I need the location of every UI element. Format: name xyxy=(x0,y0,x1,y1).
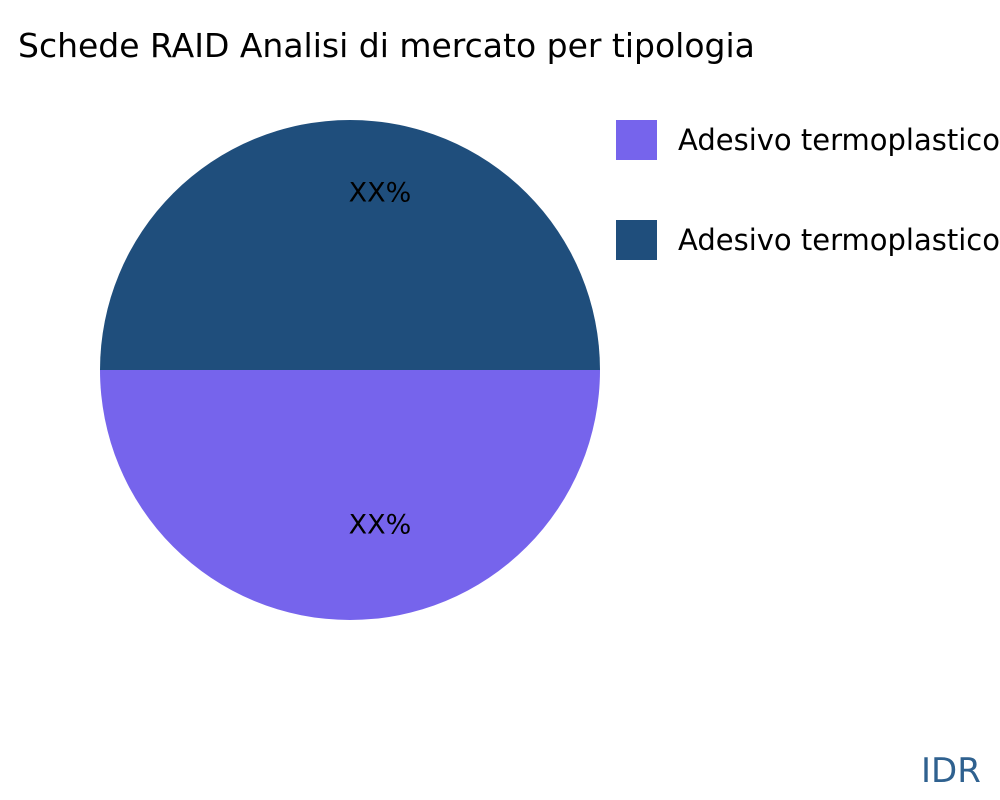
legend-item: Adesivo termoplastico xyxy=(616,120,1000,160)
pie-slice-label-top: XX% xyxy=(348,177,412,209)
legend-swatch xyxy=(616,220,657,260)
legend-swatch xyxy=(616,120,657,160)
pie-slice-label-bottom: XX% xyxy=(348,509,412,541)
watermark-idr: IDR xyxy=(921,751,981,791)
legend-item: Adesivo termoplastico xyxy=(616,220,1000,260)
chart-title: Schede RAID Analisi di mercato per tipol… xyxy=(18,26,755,65)
legend-label: Adesivo termoplastico xyxy=(678,123,1000,157)
pie-chart xyxy=(100,120,600,620)
legend-label: Adesivo termoplastico xyxy=(678,223,1000,257)
